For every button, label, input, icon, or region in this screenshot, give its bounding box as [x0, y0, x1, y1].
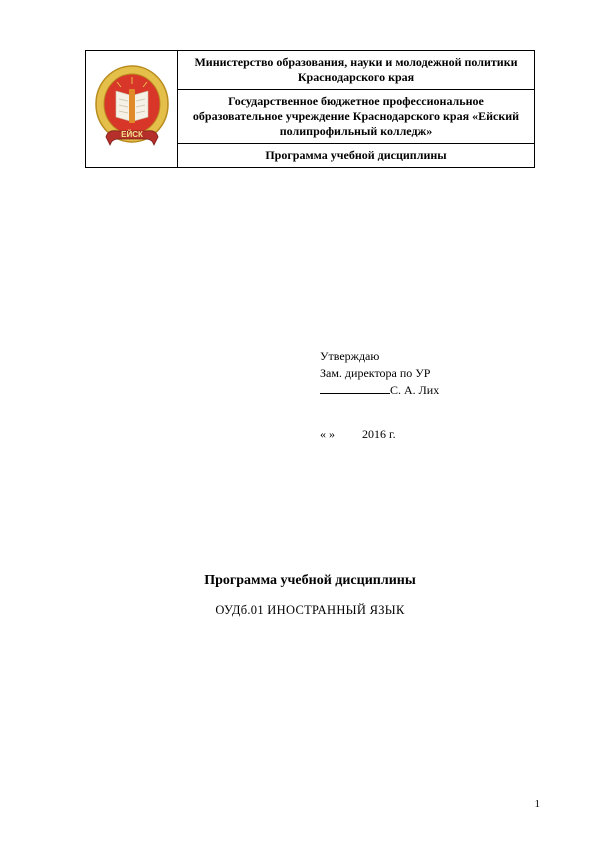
approval-date: « » 2016 г.: [320, 426, 535, 443]
approval-signature-line: С. А. Лих: [320, 382, 535, 399]
signature-underline: [320, 393, 390, 394]
approval-name: С. А. Лих: [390, 383, 439, 397]
header-ministry: Министерство образования, науки и молоде…: [178, 51, 534, 90]
document-title: Программа учебной дисциплины: [85, 573, 535, 589]
logo-banner-text: ЕЙСК: [121, 130, 143, 139]
approval-block: Утверждаю Зам. директора по УР С. А. Лих…: [320, 348, 535, 443]
logo-cell: ЕЙСК: [86, 51, 178, 167]
page-number: 1: [535, 798, 541, 810]
header-doc-type: Программа учебной дисциплины: [178, 144, 534, 167]
page: ЕЙСК Министерство образования, науки и м…: [0, 0, 595, 842]
document-subtitle: ОУДб.01 ИНОСТРАННЫЙ ЯЗЫК: [85, 603, 535, 618]
header-text-cells: Министерство образования, науки и молоде…: [178, 51, 534, 167]
header-table: ЕЙСК Министерство образования, науки и м…: [85, 50, 535, 168]
date-quotes: « »: [320, 427, 335, 441]
header-institution: Государственное бюджетное профессиональн…: [178, 90, 534, 144]
approval-title: Утверждаю: [320, 348, 535, 365]
college-emblem-icon: ЕЙСК: [92, 59, 172, 159]
title-block: Программа учебной дисциплины ОУДб.01 ИНО…: [85, 573, 535, 618]
date-year: 2016 г.: [362, 427, 396, 441]
approval-position: Зам. директора по УР: [320, 365, 535, 382]
